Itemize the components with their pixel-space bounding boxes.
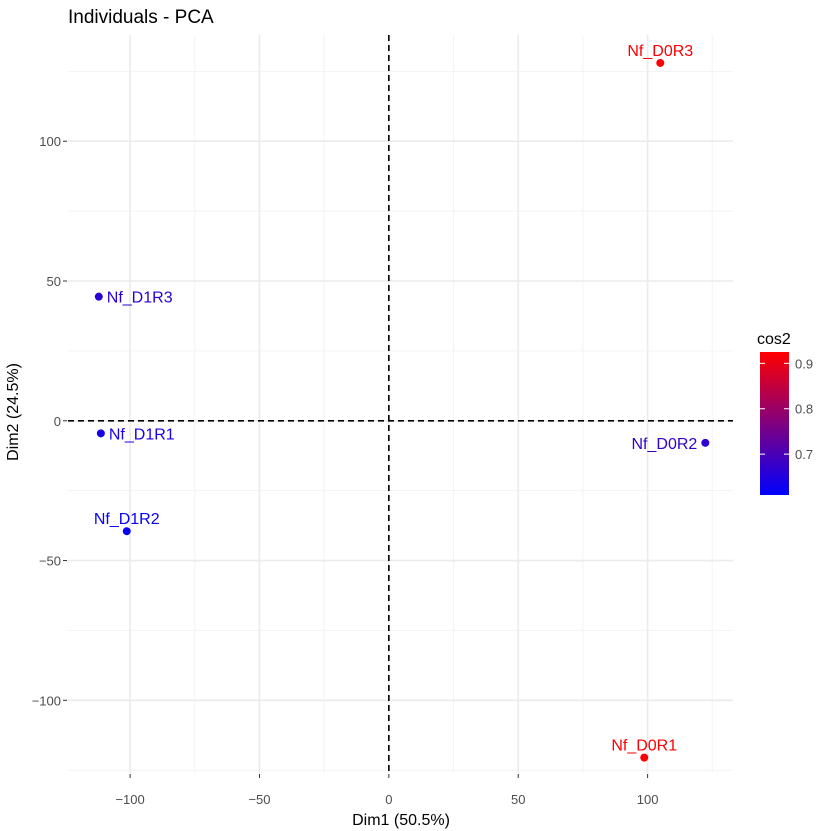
point-label: Nf_D0R2 <box>632 436 698 453</box>
point-label: Nf_D1R2 <box>94 511 160 528</box>
point-label: Nf_D0R1 <box>611 738 677 755</box>
point-labels: Nf_D0R3 Nf_D1R3 Nf_D1R1 Nf_D0R2 Nf_D1R2 Nf_D0… <box>94 43 698 755</box>
legend-title: cos2 <box>757 331 791 348</box>
legend-tick-label: 0.8 <box>795 402 813 417</box>
reference-lines <box>68 35 733 773</box>
data-point-nf-d0r1 <box>640 753 649 762</box>
data-point-nf-d1r3 <box>94 292 103 301</box>
y-tick-label: 100 <box>39 134 61 149</box>
point-label: Nf_D0R3 <box>627 43 693 60</box>
point-label: Nf_D1R3 <box>107 290 173 307</box>
y-tick-label: −50 <box>39 554 61 569</box>
legend-tick-label: 0.7 <box>795 447 813 462</box>
y-tick-label: −100 <box>32 693 61 708</box>
data-points <box>94 58 710 762</box>
grid <box>68 35 733 773</box>
chart-title: Individuals - PCA <box>68 7 214 28</box>
y-tick-label: 50 <box>47 274 61 289</box>
data-point-nf-d0r2 <box>701 438 710 447</box>
data-point-nf-d1r2 <box>122 527 131 536</box>
x-tick-label: 50 <box>511 792 525 807</box>
x-tick-label: 0 <box>385 792 392 807</box>
legend-ticks: 0.7 0.8 0.9 <box>760 356 813 462</box>
legend-tick-label: 0.9 <box>795 356 813 371</box>
x-axis-label: Dim1 (50.5%) <box>352 812 450 829</box>
data-point-nf-d1r1 <box>96 429 105 438</box>
x-tick-label: −50 <box>248 792 270 807</box>
y-tick-label: 0 <box>54 414 61 429</box>
y-axis-label: Dim2 (24.5%) <box>5 363 22 461</box>
legend-colorbar <box>760 352 789 495</box>
cos2-legend: cos2 0.7 0.8 0.9 <box>757 331 813 495</box>
axes: −100 −50 0 50 100 −100 −50 0 50 100 <box>32 134 659 807</box>
x-tick-label: −100 <box>115 792 144 807</box>
point-label: Nf_D1R1 <box>109 426 175 443</box>
x-tick-label: 100 <box>637 792 659 807</box>
data-point-nf-d0r3 <box>656 58 665 67</box>
